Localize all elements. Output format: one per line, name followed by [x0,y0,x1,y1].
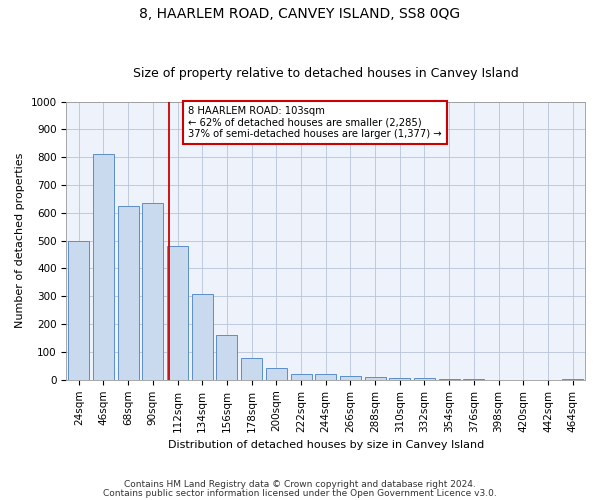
Bar [241,358,262,380]
Bar [217,336,238,380]
Bar [93,154,114,380]
X-axis label: Distribution of detached houses by size in Canvey Island: Distribution of detached houses by size … [167,440,484,450]
Text: 8 HAARLEM ROAD: 103sqm
← 62% of detached houses are smaller (2,285)
37% of semi-: 8 HAARLEM ROAD: 103sqm ← 62% of detached… [188,106,442,139]
Bar [290,374,311,380]
Bar [142,203,163,380]
Text: 8, HAARLEM ROAD, CANVEY ISLAND, SS8 0QG: 8, HAARLEM ROAD, CANVEY ISLAND, SS8 0QG [139,8,461,22]
Title: Size of property relative to detached houses in Canvey Island: Size of property relative to detached ho… [133,66,518,80]
Bar [365,377,386,380]
Bar [340,376,361,380]
Bar [439,379,460,380]
Bar [315,374,336,380]
Bar [266,368,287,380]
Bar [167,246,188,380]
Y-axis label: Number of detached properties: Number of detached properties [15,153,25,328]
Text: Contains HM Land Registry data © Crown copyright and database right 2024.: Contains HM Land Registry data © Crown c… [124,480,476,489]
Bar [389,378,410,380]
Bar [192,294,213,380]
Bar [118,206,139,380]
Bar [414,378,435,380]
Text: Contains public sector information licensed under the Open Government Licence v3: Contains public sector information licen… [103,490,497,498]
Bar [68,240,89,380]
